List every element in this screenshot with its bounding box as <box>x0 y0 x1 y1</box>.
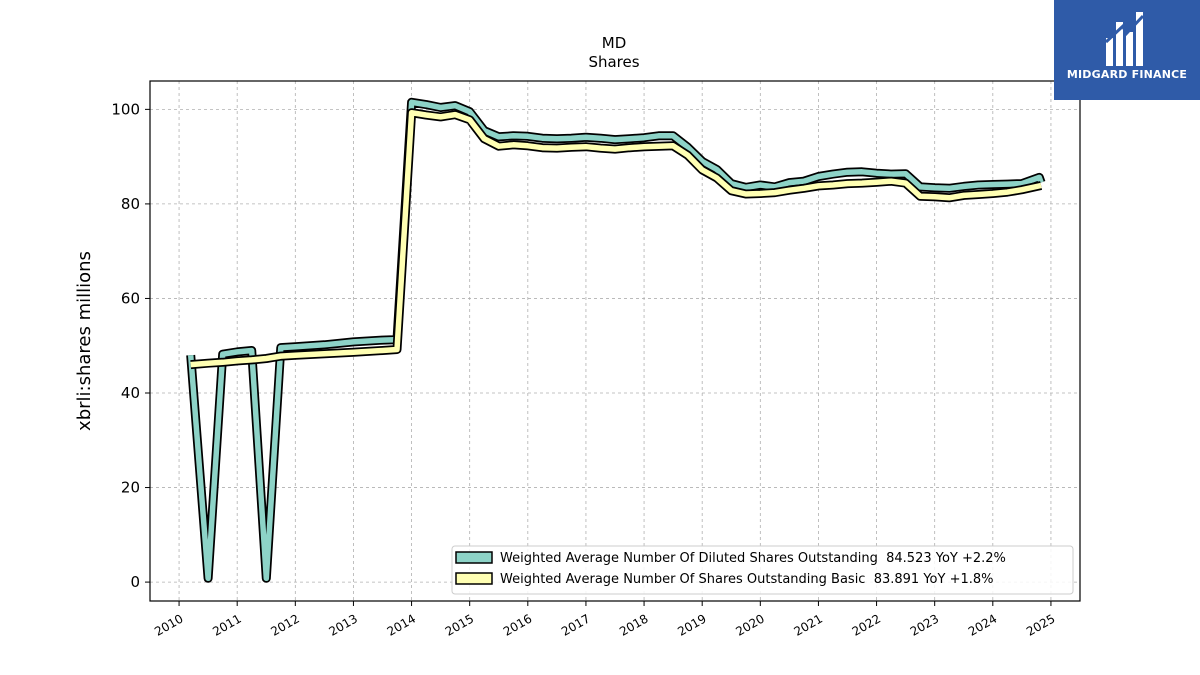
x-tick-label: 2024 <box>966 611 999 638</box>
series-layer <box>186 97 1046 583</box>
y-tick-label: 100 <box>111 100 140 118</box>
plot-frame <box>149 80 1081 602</box>
series-outline-0 <box>186 97 1046 583</box>
x-tick-label: 2020 <box>733 611 766 638</box>
legend-swatch-diluted <box>455 551 493 564</box>
x-tick-label: 2025 <box>1024 611 1057 638</box>
y-tick-label: 20 <box>121 479 140 497</box>
x-tick-label: 2022 <box>850 611 883 638</box>
legend: Weighted Average Number Of Diluted Share… <box>451 545 1074 595</box>
x-tick-label: 2011 <box>210 611 243 638</box>
brand-logo: MIDGARD FINANCE <box>1054 0 1200 100</box>
x-tick-label: 2010 <box>152 611 185 638</box>
series-line-1 <box>190 109 1042 368</box>
y-tick-label: 40 <box>121 384 140 402</box>
x-tick-label: 2019 <box>675 611 708 638</box>
x-tick-label: 2012 <box>268 611 301 638</box>
x-tick-label: 2023 <box>908 611 941 638</box>
y-tick-label: 80 <box>121 195 140 213</box>
x-tick-label: 2013 <box>326 611 359 638</box>
grid <box>150 81 1080 601</box>
legend-frame <box>451 545 1074 595</box>
brand-logo-text: MIDGARD FINANCE <box>1066 68 1188 81</box>
chart-subtitle: Shares <box>588 53 639 71</box>
legend-label-basic: Weighted Average Number Of Shares Outsta… <box>500 572 994 587</box>
x-tick-label: 2021 <box>791 611 824 638</box>
x-tick-label: 2016 <box>501 611 534 638</box>
y-tick-label: 60 <box>121 289 140 307</box>
x-tick-label: 2017 <box>559 611 592 638</box>
x-tick-label: 2015 <box>443 611 476 638</box>
x-tick-label: 2014 <box>385 611 418 638</box>
legend-swatch-basic <box>455 572 493 585</box>
legend-label-diluted: Weighted Average Number Of Diluted Share… <box>500 551 1006 566</box>
y-tick-label: 0 <box>130 573 140 591</box>
series-line-0 <box>187 99 1044 582</box>
y-axis-label: xbrli:shares millions <box>74 251 95 431</box>
chart-title: MD <box>602 34 627 52</box>
x-tick-label: 2018 <box>617 611 650 638</box>
midgard-logo-icon <box>1104 12 1145 66</box>
